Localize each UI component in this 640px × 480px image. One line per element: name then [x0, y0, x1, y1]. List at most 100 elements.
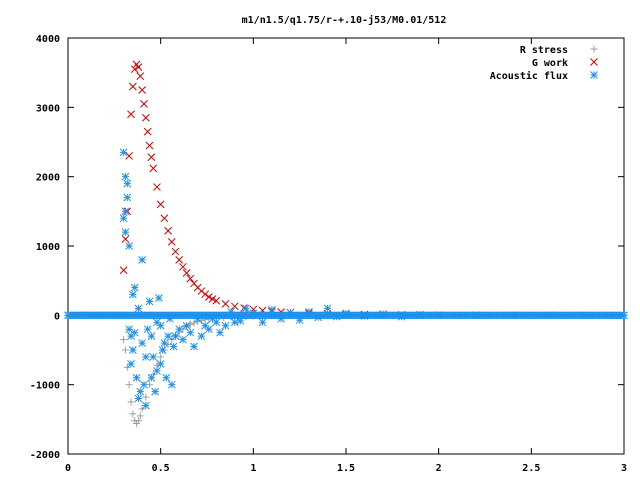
y-tick-label: 0: [54, 311, 60, 322]
point-acoustic-flux: [123, 193, 132, 202]
point-g-work: [119, 266, 128, 275]
point-acoustic-flux: [182, 321, 191, 330]
point-acoustic-flux: [216, 328, 224, 337]
point-acoustic-flux: [171, 332, 180, 340]
point-g-work: [186, 274, 195, 283]
point-r-stress: [129, 410, 137, 418]
point-g-work: [143, 127, 152, 136]
point-g-work: [175, 256, 184, 264]
x-tick-label: 2: [436, 463, 442, 474]
y-tick-label: 4000: [36, 34, 60, 45]
point-g-work: [153, 183, 161, 191]
point-g-work: [164, 226, 172, 235]
point-g-work: [140, 100, 148, 108]
point-r-stress: [138, 405, 146, 413]
legend-label-r-stress: R stress: [520, 45, 568, 56]
y-tick-label: -2000: [30, 450, 60, 461]
point-acoustic-flux: [158, 346, 167, 354]
x-tick-label: 3: [621, 463, 627, 474]
axis-ticks: [67, 37, 625, 455]
point-acoustic-flux: [143, 325, 152, 334]
series-acoustic-flux-baseline: [64, 311, 628, 320]
point-acoustic-flux: [160, 339, 169, 347]
point-acoustic-flux: [169, 342, 178, 351]
point-g-work: [125, 152, 134, 160]
legend-label-g-work: G work: [532, 58, 568, 69]
point-acoustic-flux: [130, 328, 139, 337]
point-r-stress: [142, 393, 150, 401]
point-r-stress: [190, 319, 198, 327]
point-g-work: [204, 293, 213, 301]
point-acoustic-flux: [125, 242, 134, 250]
legend-marker-g-work: [590, 58, 598, 66]
point-r-stress: [134, 417, 142, 425]
point-acoustic-flux: [121, 228, 130, 236]
point-acoustic-flux: [138, 256, 146, 264]
point-acoustic-flux: [119, 214, 128, 223]
point-acoustic-flux: [127, 332, 135, 340]
point-acoustic-flux: [123, 179, 132, 188]
y-tick-label: 3000: [36, 103, 60, 114]
point-acoustic-flux: [134, 394, 143, 403]
point-acoustic-flux: [145, 297, 154, 306]
point-acoustic-flux: [156, 321, 165, 330]
point-r-stress: [123, 363, 131, 371]
y-tick-label: 2000: [36, 173, 60, 184]
x-tick-label: 0: [65, 463, 71, 474]
point-g-work: [230, 302, 239, 311]
point-acoustic-flux: [221, 321, 230, 330]
point-g-work: [171, 247, 180, 256]
point-acoustic-flux: [121, 207, 130, 216]
point-r-stress: [136, 412, 144, 420]
series-acoustic-flux: [64, 148, 628, 410]
x-tick-label: 0.5: [152, 463, 170, 474]
point-acoustic-flux: [140, 380, 148, 389]
point-acoustic-flux: [167, 380, 176, 389]
point-acoustic-flux: [154, 294, 163, 302]
point-r-stress: [157, 353, 165, 361]
y-tick-label: -1000: [30, 381, 60, 392]
x-tick-label: 1: [250, 463, 256, 474]
point-acoustic-flux: [242, 304, 250, 313]
point-acoustic-flux: [162, 373, 171, 382]
point-acoustic-flux: [134, 304, 143, 313]
point-acoustic-flux: [175, 325, 184, 334]
point-acoustic-flux-baseline: [620, 311, 628, 320]
point-acoustic-flux: [204, 325, 213, 334]
point-g-work: [121, 235, 130, 243]
point-g-work: [129, 82, 137, 91]
point-acoustic-flux: [151, 387, 159, 396]
point-g-work: [127, 110, 135, 119]
point-g-work: [201, 290, 210, 299]
legend-marker-r-stress: [590, 45, 598, 53]
point-acoustic-flux: [147, 373, 156, 382]
point-acoustic-flux: [119, 148, 128, 157]
point-g-work: [149, 164, 158, 173]
point-g-work: [138, 86, 146, 94]
chart-title: m1/n1.5/q1.75/r-+.10-j53/M0.01/512: [242, 14, 447, 26]
x-axis-tick-labels: 0 0.5 1 1.5 2 2.5 3: [65, 463, 627, 474]
y-tick-label: 1000: [36, 242, 60, 253]
point-g-work: [208, 295, 217, 303]
point-g-work: [179, 262, 187, 271]
plot-frame: [67, 37, 625, 455]
point-g-work: [212, 296, 221, 305]
point-g-work: [141, 113, 150, 122]
point-acoustic-flux: [230, 318, 239, 327]
series-points: [64, 60, 628, 427]
point-acoustic-flux: [149, 353, 158, 361]
point-acoustic-flux: [212, 318, 221, 327]
point-acoustic-flux: [197, 332, 206, 340]
point-g-work: [160, 214, 169, 223]
point-r-stress: [121, 346, 129, 354]
y-axis-tick-labels: -2000 -1000 0 1000 2000 3000 4000: [30, 34, 60, 461]
point-g-work: [134, 63, 143, 71]
point-g-work: [167, 237, 176, 246]
point-acoustic-flux: [186, 328, 195, 337]
x-tick-label: 1.5: [337, 463, 355, 474]
point-g-work: [145, 141, 154, 150]
point-r-stress: [168, 336, 176, 344]
point-acoustic-flux: [141, 353, 150, 361]
point-acoustic-flux: [258, 318, 267, 327]
